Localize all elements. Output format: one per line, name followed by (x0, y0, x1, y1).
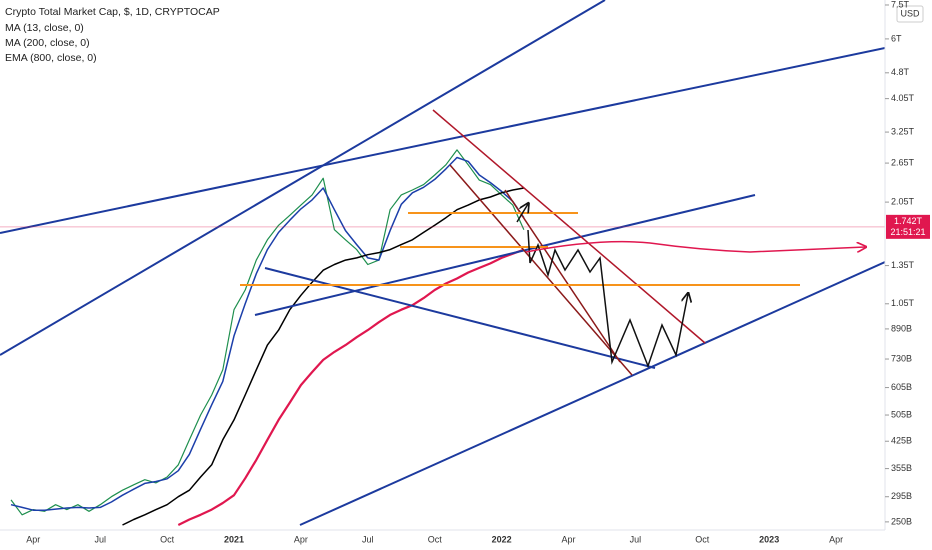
price-axis (885, 0, 932, 550)
plot-area (10, 149, 525, 526)
x-tick-label: Apr (294, 534, 308, 544)
series-line (177, 248, 525, 526)
last-price-box (886, 214, 930, 239)
trendline (432, 109, 706, 344)
currency: USD (900, 8, 920, 18)
series-line (10, 156, 525, 511)
y-tick-label: 355B (891, 463, 912, 473)
ema-projection (525, 240, 865, 253)
projection-path (527, 229, 688, 369)
x-tick-label: Jul (362, 534, 374, 544)
y-tick-label: 2.65T (891, 157, 915, 167)
x-tick-label: Apr (26, 534, 40, 544)
y-tick-label: 730B (891, 353, 912, 363)
x-tick-label: 2023 (759, 534, 779, 544)
y-tick-label: 890B (891, 323, 912, 333)
x-tick-label: Apr (561, 534, 575, 544)
y-tick-label: 3.25T (891, 126, 915, 136)
x-tick-label: Oct (695, 534, 710, 544)
arrow (516, 204, 528, 223)
legend-entry: MA (13, close, 0) (5, 22, 84, 34)
y-tick-label: 7.5T (891, 0, 910, 9)
y-tick-label: 1.35T (891, 260, 915, 270)
trendline (254, 194, 756, 316)
y-tick-label: 2.05T (891, 196, 915, 206)
countdown: 21:51:21 (890, 227, 925, 237)
legend-entry: MA (200, close, 0) (5, 37, 90, 49)
y-tick-label: 6T (891, 33, 902, 43)
y-tick-label: 295B (891, 491, 912, 501)
x-tick-label: Oct (160, 534, 175, 544)
x-tick-label: Jul (94, 534, 106, 544)
trendline (504, 189, 621, 363)
series-line (122, 187, 525, 526)
x-tick-label: Oct (428, 534, 443, 544)
x-tick-label: Apr (829, 534, 843, 544)
y-tick-label: 505B (891, 409, 912, 419)
y-tick-label: 4.05T (891, 93, 915, 103)
x-tick-label: 2022 (492, 534, 512, 544)
y-tick-label: 605B (891, 382, 912, 392)
x-tick-label: 2021 (224, 534, 244, 544)
y-tick-label: 1.05T (891, 298, 915, 308)
drawings (0, 0, 885, 526)
y-tick-label: 4.8T (891, 67, 910, 77)
trendline (449, 164, 633, 376)
trendline (0, 47, 885, 234)
last-price-label: 1.742T (894, 216, 923, 226)
legend-entry: EMA (800, close, 0) (5, 52, 97, 64)
y-tick-label: 425B (891, 436, 912, 446)
legend-title: Crypto Total Market Cap, $, 1D, CRYPTOCA… (5, 6, 220, 18)
x-tick-label: Jul (630, 534, 642, 544)
currency-box (896, 5, 924, 23)
trendline (0, 0, 606, 356)
y-tick-label: 250B (891, 516, 912, 526)
trendline (299, 261, 885, 526)
